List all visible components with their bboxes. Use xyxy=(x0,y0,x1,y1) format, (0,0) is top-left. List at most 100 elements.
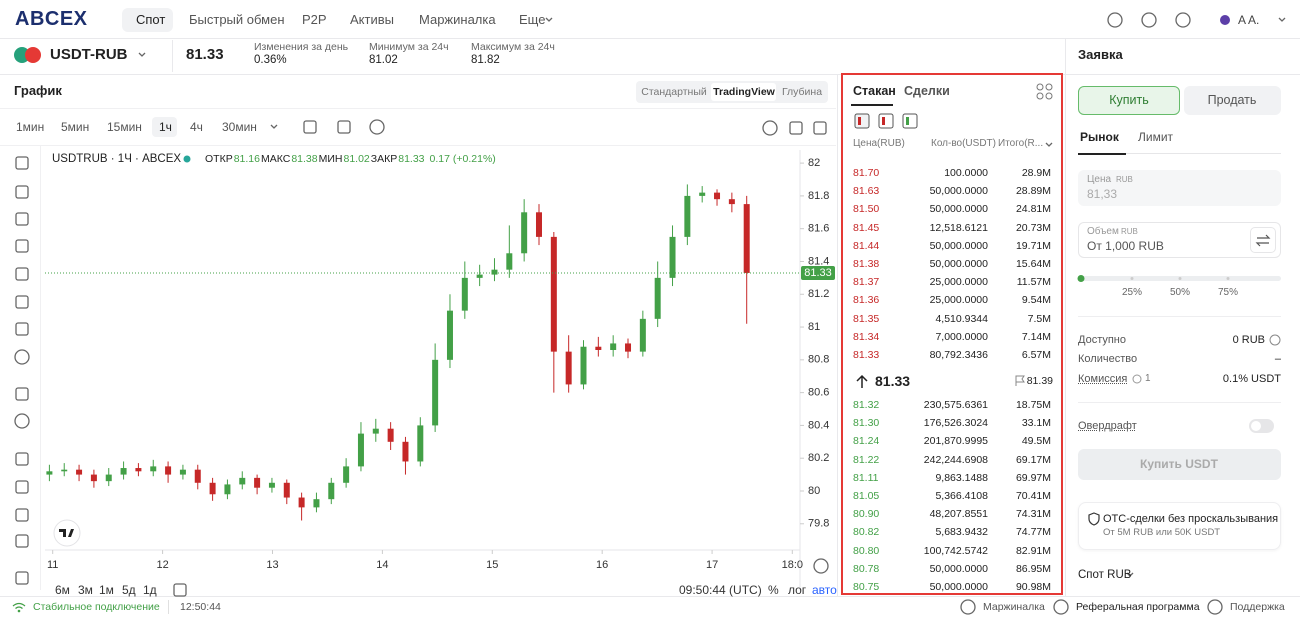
interval[interactable]: 30мин xyxy=(222,120,257,134)
connection-status: Стабильное подключение xyxy=(33,601,160,613)
book-price[interactable]: 81.37 xyxy=(853,276,880,289)
interval[interactable]: 1мин xyxy=(16,120,45,134)
info-value: 0.1% USDT xyxy=(1222,373,1281,385)
view-tab[interactable]: TradingView xyxy=(713,86,775,98)
tab[interactable]: Рынок xyxy=(1080,130,1119,144)
footer-link[interactable]: Поддержка xyxy=(1230,601,1285,613)
book-total: 7.5M xyxy=(1027,312,1051,325)
candle-body xyxy=(165,466,172,475)
slider-knob xyxy=(1077,275,1085,282)
nav-item[interactable]: Еще xyxy=(519,12,546,27)
book-price[interactable]: 81.33 xyxy=(853,349,880,361)
percent-toggle[interactable]: % xyxy=(768,583,779,597)
nav-item[interactable]: Быстрый обмен xyxy=(189,12,285,27)
range[interactable]: 1д xyxy=(143,583,157,597)
chevron xyxy=(138,52,146,57)
book-price[interactable]: 80.80 xyxy=(853,544,880,557)
book-price[interactable]: 81.24 xyxy=(853,435,880,448)
book-price[interactable]: 81.50 xyxy=(853,203,880,216)
submit-button[interactable] xyxy=(1078,449,1281,480)
otc-title: ОТС-сделки без проскальзывания xyxy=(1103,513,1279,525)
stat-value: 81.02 xyxy=(369,54,398,66)
toolbar-icon xyxy=(762,120,778,136)
book-price[interactable]: 81.38 xyxy=(853,258,880,270)
book-total: 82.91M xyxy=(1015,544,1051,557)
flag-icon xyxy=(1015,375,1025,386)
tab[interactable]: Сделки xyxy=(904,84,950,98)
tab[interactable]: Лимит xyxy=(1138,130,1174,144)
book-price[interactable]: 81.70 xyxy=(853,167,880,179)
settings-icon xyxy=(1175,12,1191,28)
separator xyxy=(1078,402,1281,403)
y-tick-label: 81.2 xyxy=(808,288,829,300)
otc-note: От 5M RUB или 50K USDT xyxy=(1103,527,1221,538)
book-price[interactable]: 81.22 xyxy=(853,453,880,466)
book-total: 74.31M xyxy=(1015,508,1051,521)
book-price[interactable]: 80.75 xyxy=(853,581,880,593)
book-total: 20.73M xyxy=(1015,221,1051,234)
nav-item[interactable]: Активы xyxy=(350,12,394,27)
candle-body xyxy=(491,269,498,275)
sell-button[interactable] xyxy=(1184,86,1281,115)
pair-name[interactable]: USDT-RUB xyxy=(50,46,128,63)
book-price[interactable]: 81.45 xyxy=(853,221,880,234)
log-toggle[interactable]: лог xyxy=(788,583,807,597)
sell-label[interactable]: Продать xyxy=(1207,93,1257,107)
y-tick-label: 81.4 xyxy=(808,255,829,267)
user-name[interactable]: A A. xyxy=(1238,13,1260,27)
buy-button[interactable] xyxy=(1078,86,1180,115)
interval[interactable]: 15мин xyxy=(107,120,142,134)
volume-field[interactable] xyxy=(1078,222,1281,258)
up-arrow xyxy=(856,374,868,388)
order-book-frame xyxy=(841,73,1063,595)
book-price[interactable]: 80.82 xyxy=(853,526,880,539)
nav-item[interactable]: Маржиналка xyxy=(419,12,496,27)
shield-icon xyxy=(1088,512,1100,526)
footer-link[interactable]: Реферальная программа xyxy=(1076,601,1200,613)
nav-item[interactable]: Спот xyxy=(136,12,166,27)
footer-link[interactable]: Маржиналка xyxy=(983,601,1045,613)
book-price[interactable]: 81.63 xyxy=(853,185,880,198)
footer-icon xyxy=(1053,599,1069,615)
book-amount: 50,000.0000 xyxy=(929,562,988,575)
interval[interactable]: 1ч xyxy=(159,120,172,134)
book-price[interactable]: 81.36 xyxy=(853,294,880,307)
book-price[interactable]: 81.35 xyxy=(853,312,880,325)
separator xyxy=(0,38,1300,39)
legend-close: 81.33 xyxy=(398,153,425,165)
candle-body xyxy=(669,236,676,278)
book-price[interactable]: 81.34 xyxy=(853,330,880,343)
book-price[interactable]: 80.90 xyxy=(853,508,880,521)
y-tick-label: 81 xyxy=(808,321,820,333)
y-tick-label: 80.6 xyxy=(808,387,829,399)
layout-icon xyxy=(1036,83,1044,91)
range[interactable]: 3м xyxy=(78,583,93,597)
range[interactable]: 5д xyxy=(122,583,136,597)
swap-button[interactable] xyxy=(1250,227,1276,253)
book-price[interactable]: 81.32 xyxy=(853,399,880,411)
nav-item[interactable]: P2P xyxy=(302,12,327,27)
range[interactable]: 6м xyxy=(55,583,70,597)
submit-label[interactable]: Купить USDT xyxy=(1140,457,1218,471)
buy-label[interactable]: Купить xyxy=(1109,93,1149,107)
range[interactable]: 1м xyxy=(99,583,114,597)
book-price[interactable]: 81.05 xyxy=(853,490,880,502)
market-select[interactable]: Спот RUB xyxy=(1078,569,1132,581)
overdraft-label[interactable]: Овердрафт xyxy=(1078,420,1137,432)
calendar-icon xyxy=(173,583,187,597)
info-label[interactable]: Комиссия xyxy=(1078,373,1128,385)
book-price[interactable]: 81.30 xyxy=(853,417,880,430)
x-tick-label: 13 xyxy=(266,559,278,571)
book-price[interactable]: 81.11 xyxy=(853,471,879,484)
tab[interactable]: Стакан xyxy=(853,84,896,98)
panel-title: График xyxy=(14,83,62,98)
book-price[interactable]: 81.44 xyxy=(853,239,880,252)
book-price[interactable]: 80.78 xyxy=(853,562,880,575)
candle-body xyxy=(728,199,735,205)
candle-body xyxy=(105,474,112,482)
interval[interactable]: 4ч xyxy=(190,120,203,134)
view-tab[interactable]: Стандартный xyxy=(641,86,707,98)
view-tab[interactable]: Глубина xyxy=(781,86,823,98)
auto-toggle[interactable]: авто xyxy=(812,583,837,597)
interval[interactable]: 5мин xyxy=(61,120,90,134)
